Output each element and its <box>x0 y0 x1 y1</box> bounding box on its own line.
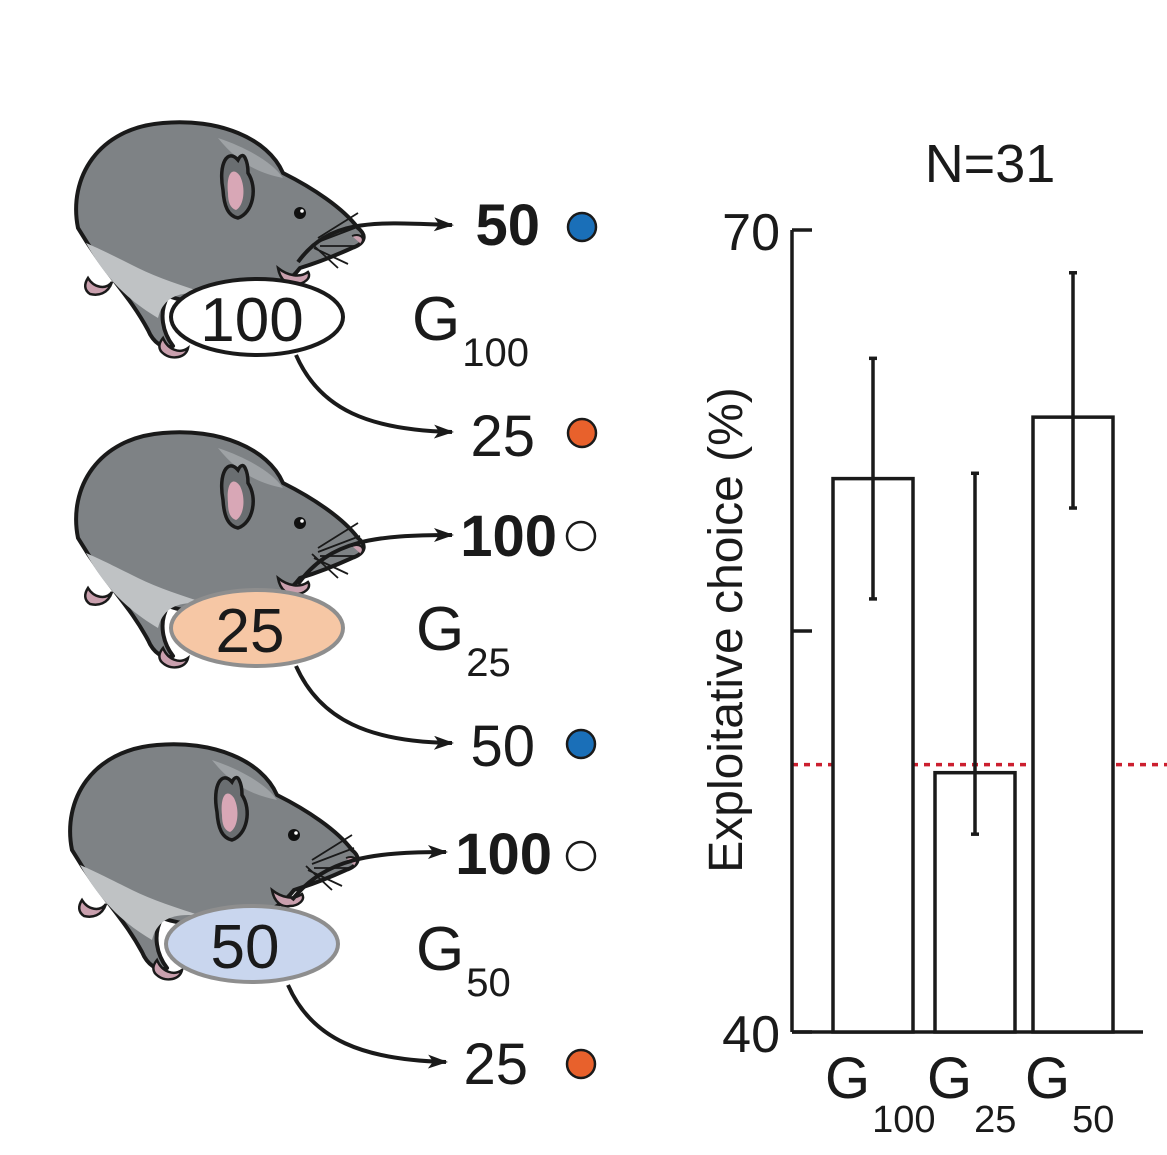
sure-reward-label: 100 <box>200 286 303 355</box>
arrow-to-top-choice <box>296 217 454 264</box>
bottom-choice-dot <box>566 417 598 449</box>
sure-reward-ellipse <box>164 904 340 984</box>
condition-label: G25 <box>416 595 511 685</box>
sure-reward-label: 50 <box>211 913 280 982</box>
top-choice-label: 100 <box>460 504 557 569</box>
arrow-to-top-choice <box>290 845 448 902</box>
condition-label: G50 <box>416 915 511 1005</box>
arrow-to-bottom-choice <box>286 984 448 1069</box>
arrow-to-bottom-choice <box>294 665 454 750</box>
x-category-label-2: G50 <box>1025 1046 1114 1141</box>
top-choice-dot <box>565 840 597 872</box>
bottom-choice-dot <box>565 728 597 760</box>
y-axis-label: Exploitative choice (%) <box>700 387 753 873</box>
sure-reward-ellipse <box>169 277 345 357</box>
top-choice-dot <box>565 520 597 552</box>
group-g100: 100 50 G100 25 <box>74 120 598 469</box>
group-g25: 25 100 G25 50 <box>74 430 597 779</box>
chart-title: N=31 <box>925 134 1056 194</box>
bottom-choice-label: 25 <box>470 404 535 469</box>
bottom-choice-label: 50 <box>470 714 535 779</box>
condition-label: G100 <box>412 285 529 375</box>
x-category-label-0: G100 <box>825 1046 936 1141</box>
top-choice-label: 100 <box>455 822 552 887</box>
top-choice-dot <box>566 211 598 243</box>
y-tick-label-40: 40 <box>722 1006 780 1064</box>
schematic-panel: 100 50 G100 25 25 100 G25 50 50 <box>68 120 598 1097</box>
top-choice-label: 50 <box>475 193 540 258</box>
bar-2 <box>1031 415 1115 1034</box>
arrow-to-top-choice <box>296 528 454 586</box>
arrow-to-bottom-choice <box>294 354 454 439</box>
sure-reward-ellipse <box>169 588 345 668</box>
bottom-choice-label: 25 <box>463 1032 528 1097</box>
bottom-choice-dot <box>565 1048 597 1080</box>
sure-reward-label: 25 <box>216 597 285 666</box>
x-category-label-1: G25 <box>927 1046 1016 1141</box>
group-g50: 50 100 G50 25 <box>68 742 597 1097</box>
y-tick-label-70: 70 <box>722 204 780 262</box>
bar-chart: N=31 Exploitative choice (%) 40 70 G100G25… <box>700 134 1167 1141</box>
